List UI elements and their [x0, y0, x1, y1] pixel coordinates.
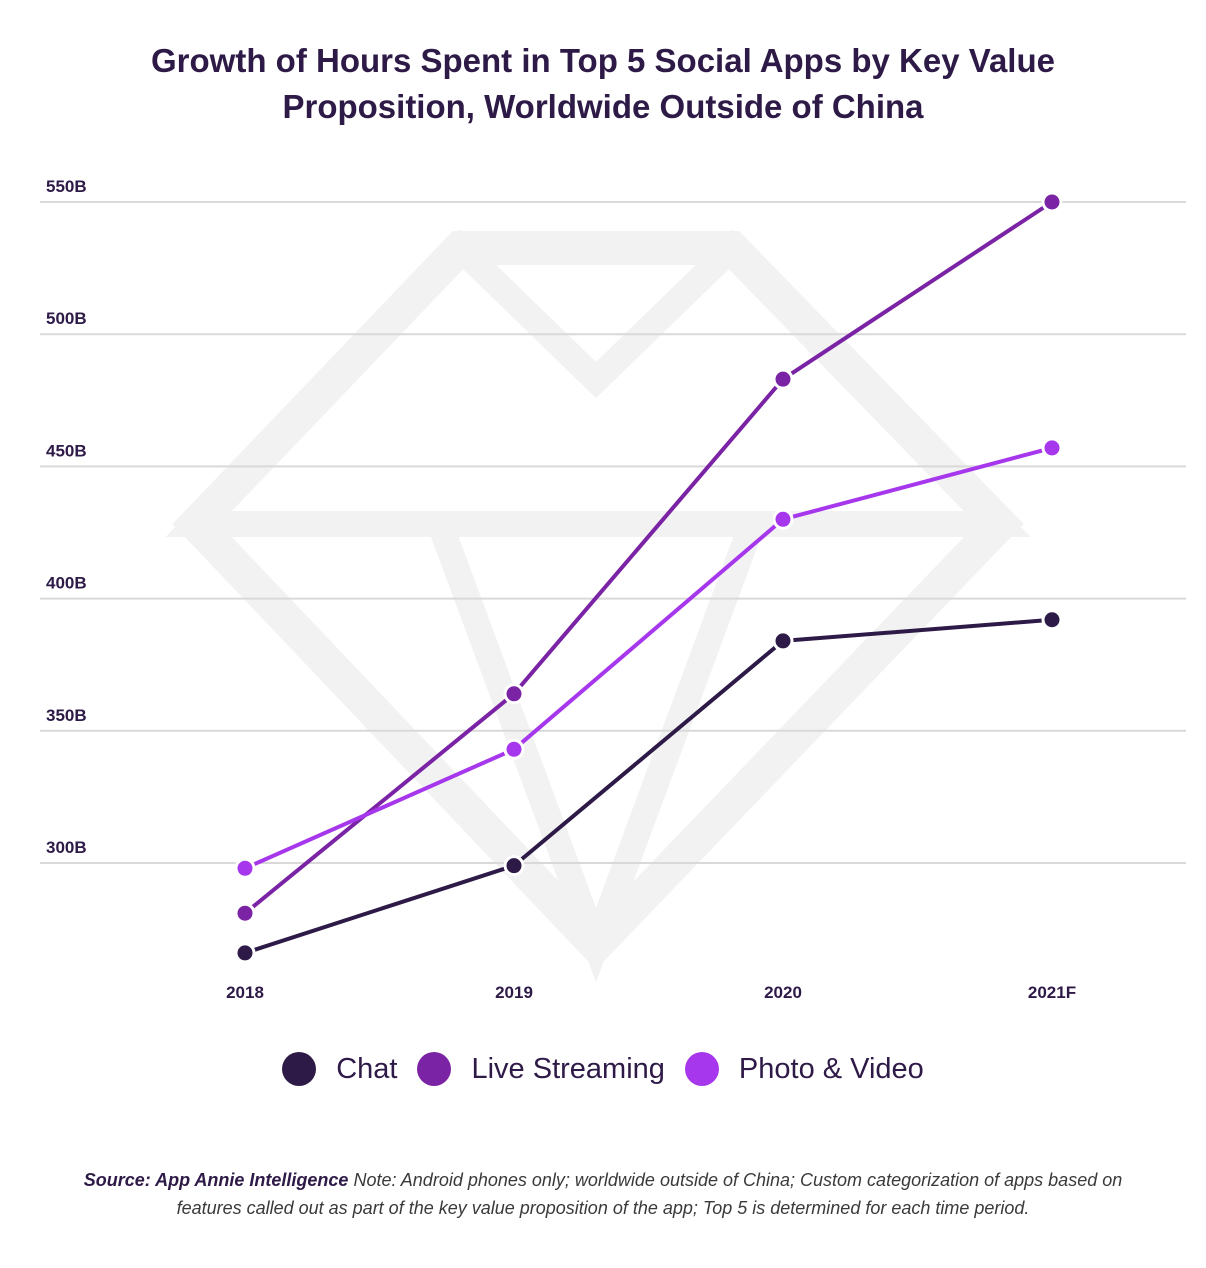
y-tick-label: 500B — [46, 309, 87, 328]
data-point-photo-video — [234, 857, 256, 879]
x-tick-label: 2018 — [226, 983, 264, 1002]
data-point-live-streaming — [503, 683, 525, 705]
footnote: Source: App Annie Intelligence Note: And… — [70, 1166, 1136, 1222]
footnote-source: Source: App Annie Intelligence — [83, 1170, 349, 1190]
data-point-photo-video — [503, 738, 525, 760]
y-tick-label: 450B — [46, 441, 87, 460]
data-point-photo-video — [772, 508, 794, 530]
series-line-photo-video — [244, 445, 1053, 871]
legend-swatch — [417, 1052, 452, 1086]
legend-item-live-streaming: Live Streaming — [417, 1052, 665, 1086]
x-tick-label: 2019 — [495, 983, 533, 1002]
data-point-chat — [503, 855, 525, 877]
y-tick-label: 400B — [46, 574, 87, 593]
data-point-chat — [234, 942, 256, 964]
data-point-live-streaming — [1041, 191, 1063, 213]
series-line-live-streaming — [243, 200, 1054, 915]
chart-title-line-1: Growth of Hours Spent in Top 5 Social Ap… — [151, 42, 1055, 79]
data-point-chat — [772, 630, 794, 652]
footnote-note: Note: Android phones only; worldwide out… — [176, 1170, 1123, 1218]
x-tick-label: 2021F — [1028, 983, 1076, 1002]
legend-label: Photo & Video — [738, 1052, 924, 1085]
x-tick-label: 2020 — [764, 983, 802, 1002]
legend-swatch — [684, 1052, 719, 1086]
legend-label: Chat — [336, 1052, 398, 1085]
data-point-live-streaming — [772, 368, 794, 390]
y-tick-label: 350B — [46, 706, 87, 725]
chart-title-line-2: Proposition, Worldwide Outside of China — [282, 88, 924, 125]
legend-item-photo-video: Photo & Video — [684, 1052, 924, 1086]
watermark-logo — [165, 229, 1031, 983]
data-point-chat — [1041, 609, 1063, 631]
legend-swatch — [282, 1052, 317, 1086]
y-tick-label: 550B — [46, 177, 87, 196]
legend: Chat Live Streaming Photo & Video — [0, 1052, 1206, 1086]
data-point-photo-video — [1041, 437, 1063, 459]
y-tick-label: 300B — [46, 838, 87, 857]
legend-label: Live Streaming — [471, 1052, 665, 1085]
chart-title: Growth of Hours Spent in Top 5 Social Ap… — [0, 38, 1206, 130]
series-line-chat — [244, 617, 1053, 955]
legend-item-chat: Chat — [282, 1052, 397, 1086]
data-point-live-streaming — [234, 902, 256, 924]
